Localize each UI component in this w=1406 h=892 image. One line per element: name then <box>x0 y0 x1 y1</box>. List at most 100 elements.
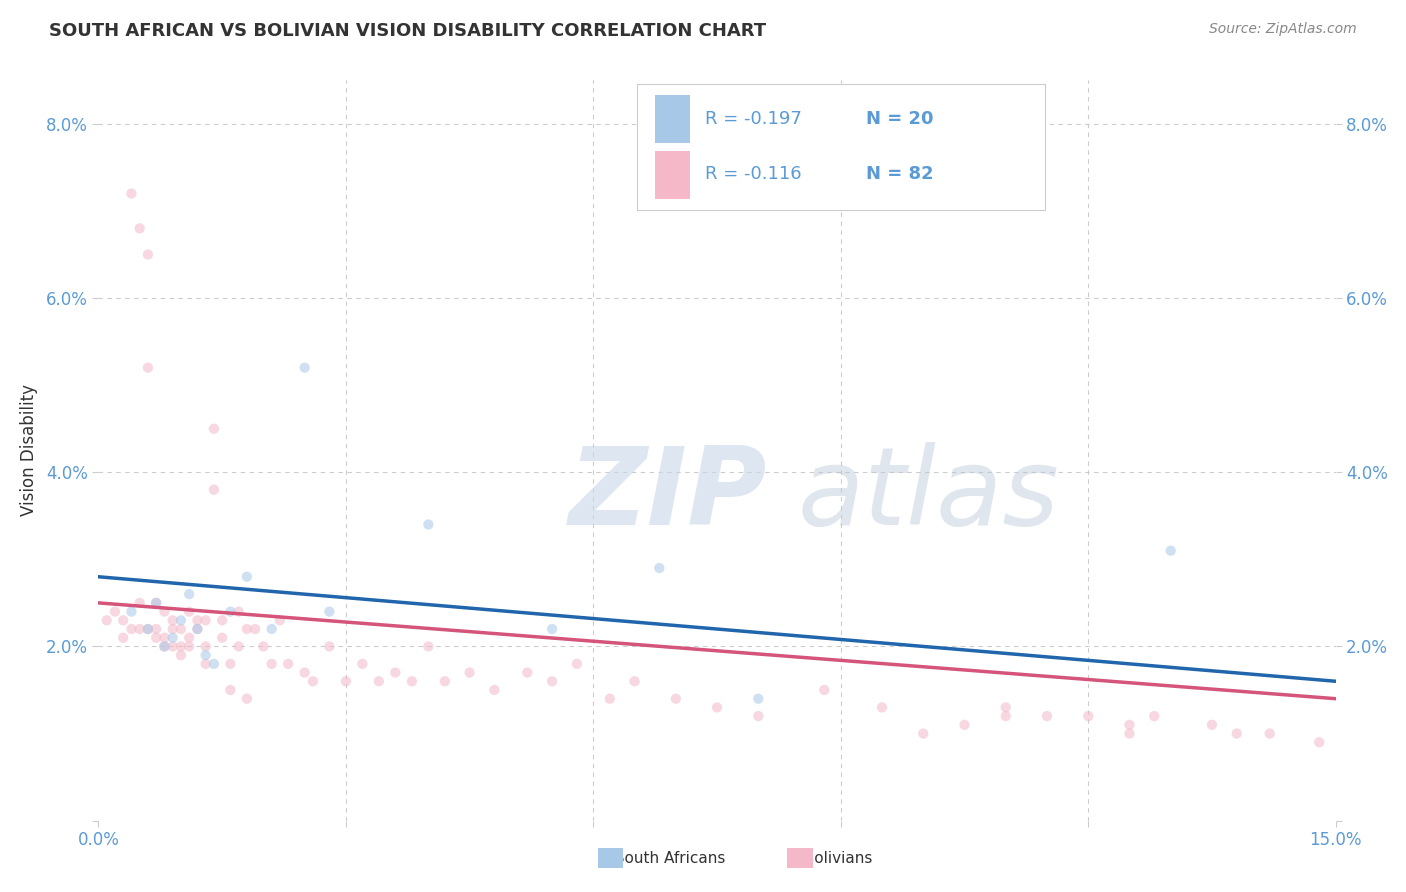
Point <box>136 247 159 261</box>
Point <box>179 605 201 619</box>
Point <box>153 605 176 619</box>
Point <box>648 561 671 575</box>
FancyBboxPatch shape <box>655 151 690 199</box>
Text: R = -0.116: R = -0.116 <box>704 165 801 183</box>
Point <box>318 605 340 619</box>
Point <box>294 360 316 375</box>
Point <box>128 622 150 636</box>
Point <box>318 640 340 654</box>
Point <box>153 631 176 645</box>
Text: South Africans: South Africans <box>605 851 725 865</box>
Point <box>194 648 217 662</box>
Point <box>367 674 389 689</box>
Point <box>145 622 167 636</box>
Point <box>128 596 150 610</box>
Point <box>912 726 935 740</box>
Point <box>335 674 357 689</box>
Point <box>162 631 184 645</box>
Point <box>194 657 217 671</box>
Point <box>170 622 193 636</box>
Point <box>219 657 242 671</box>
Point <box>194 640 217 654</box>
Point <box>294 665 316 680</box>
Point <box>145 596 167 610</box>
Point <box>623 674 645 689</box>
Point <box>1226 726 1249 740</box>
Point <box>1258 726 1281 740</box>
Point <box>104 605 127 619</box>
Point <box>162 613 184 627</box>
Point <box>401 674 423 689</box>
Point <box>418 517 440 532</box>
Point <box>302 674 325 689</box>
Point <box>136 622 159 636</box>
Point <box>162 622 184 636</box>
Point <box>516 665 538 680</box>
Point <box>565 657 588 671</box>
Point <box>433 674 456 689</box>
Point <box>236 691 259 706</box>
Point <box>484 683 506 698</box>
Point <box>541 674 564 689</box>
Point <box>112 613 135 627</box>
Text: Source: ZipAtlas.com: Source: ZipAtlas.com <box>1209 22 1357 37</box>
Point <box>112 631 135 645</box>
Point <box>1143 709 1166 723</box>
Point <box>1118 718 1140 732</box>
Point <box>162 640 184 654</box>
Point <box>994 709 1017 723</box>
Point <box>243 622 266 636</box>
Point <box>747 709 769 723</box>
Point <box>170 648 193 662</box>
Text: atlas: atlas <box>797 442 1059 548</box>
Point <box>228 605 250 619</box>
Text: N = 82: N = 82 <box>866 165 934 183</box>
Point <box>153 640 176 654</box>
FancyBboxPatch shape <box>637 84 1045 210</box>
Point <box>211 631 233 645</box>
Point <box>136 360 159 375</box>
Point <box>418 640 440 654</box>
Point <box>269 613 291 627</box>
Point <box>252 640 274 654</box>
Text: SOUTH AFRICAN VS BOLIVIAN VISION DISABILITY CORRELATION CHART: SOUTH AFRICAN VS BOLIVIAN VISION DISABIL… <box>49 22 766 40</box>
Point <box>202 422 225 436</box>
Point <box>194 613 217 627</box>
Point <box>128 221 150 235</box>
Point <box>202 483 225 497</box>
Point <box>1077 709 1099 723</box>
Text: N = 20: N = 20 <box>866 110 934 128</box>
Point <box>953 718 976 732</box>
Point <box>136 622 159 636</box>
Point <box>170 640 193 654</box>
Point <box>260 657 283 671</box>
Point <box>599 691 621 706</box>
Point <box>747 691 769 706</box>
Point <box>179 587 201 601</box>
Point <box>1118 726 1140 740</box>
Point <box>186 613 208 627</box>
Point <box>170 613 193 627</box>
Point <box>219 605 242 619</box>
Point <box>813 683 835 698</box>
Point <box>96 613 118 627</box>
Point <box>706 700 728 714</box>
Point <box>1160 543 1182 558</box>
Point <box>145 631 167 645</box>
Point <box>541 622 564 636</box>
Point <box>1201 718 1223 732</box>
Text: ZIP: ZIP <box>568 442 766 548</box>
Point <box>153 640 176 654</box>
Point <box>1308 735 1330 749</box>
Point <box>211 613 233 627</box>
Point <box>120 605 142 619</box>
Text: R = -0.197: R = -0.197 <box>704 110 801 128</box>
Point <box>179 640 201 654</box>
Point <box>186 622 208 636</box>
Point <box>458 665 481 680</box>
Point <box>186 622 208 636</box>
Point <box>120 622 142 636</box>
FancyBboxPatch shape <box>655 95 690 144</box>
Point <box>236 622 259 636</box>
Point <box>179 631 201 645</box>
